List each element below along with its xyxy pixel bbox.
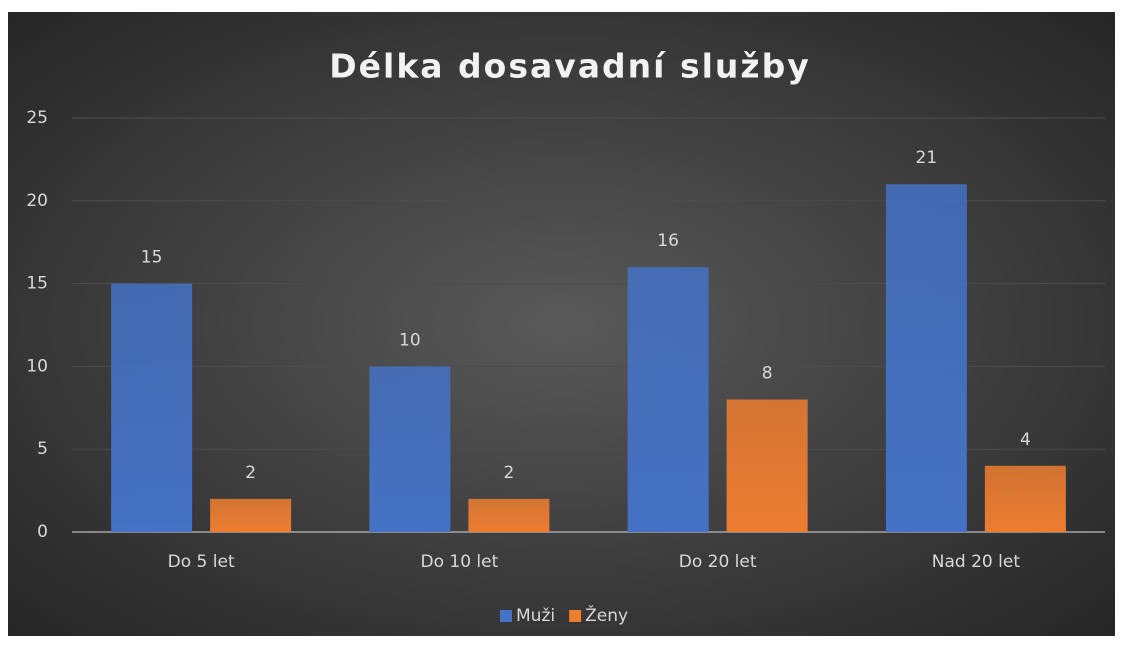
y-tick-label: 10 xyxy=(26,356,48,376)
data-label: 16 xyxy=(657,231,679,251)
legend-swatch xyxy=(569,610,582,622)
data-label: 15 xyxy=(141,248,163,268)
bar xyxy=(468,498,550,532)
x-tick-label: Do 20 let xyxy=(679,552,757,572)
bar xyxy=(210,498,292,532)
legend-label: Muži xyxy=(516,606,555,626)
data-label: 10 xyxy=(399,330,421,350)
legend-swatch xyxy=(500,610,512,622)
data-label: 2 xyxy=(245,463,256,483)
bar xyxy=(369,366,451,532)
legend-label: Ženy xyxy=(585,604,628,626)
y-tick-label: 0 xyxy=(37,522,48,542)
y-tick-label: 5 xyxy=(37,439,48,459)
y-tick-label: 15 xyxy=(26,274,48,294)
y-tick-label: 25 xyxy=(26,108,48,128)
data-label: 8 xyxy=(762,364,773,384)
bar xyxy=(885,184,967,533)
data-label: 21 xyxy=(916,148,938,168)
x-tick-label: Do 5 let xyxy=(168,552,235,572)
y-tick-label: 20 xyxy=(26,191,48,211)
bar xyxy=(627,267,709,532)
bar xyxy=(111,283,193,532)
chart-title: Délka dosavadní služby xyxy=(329,47,810,86)
x-tick-label: Nad 20 let xyxy=(932,552,1021,572)
x-tick-label: Do 10 let xyxy=(420,552,498,572)
bar xyxy=(726,399,808,532)
data-label: 4 xyxy=(1020,430,1031,450)
data-label: 2 xyxy=(503,463,514,483)
bar xyxy=(984,465,1066,532)
